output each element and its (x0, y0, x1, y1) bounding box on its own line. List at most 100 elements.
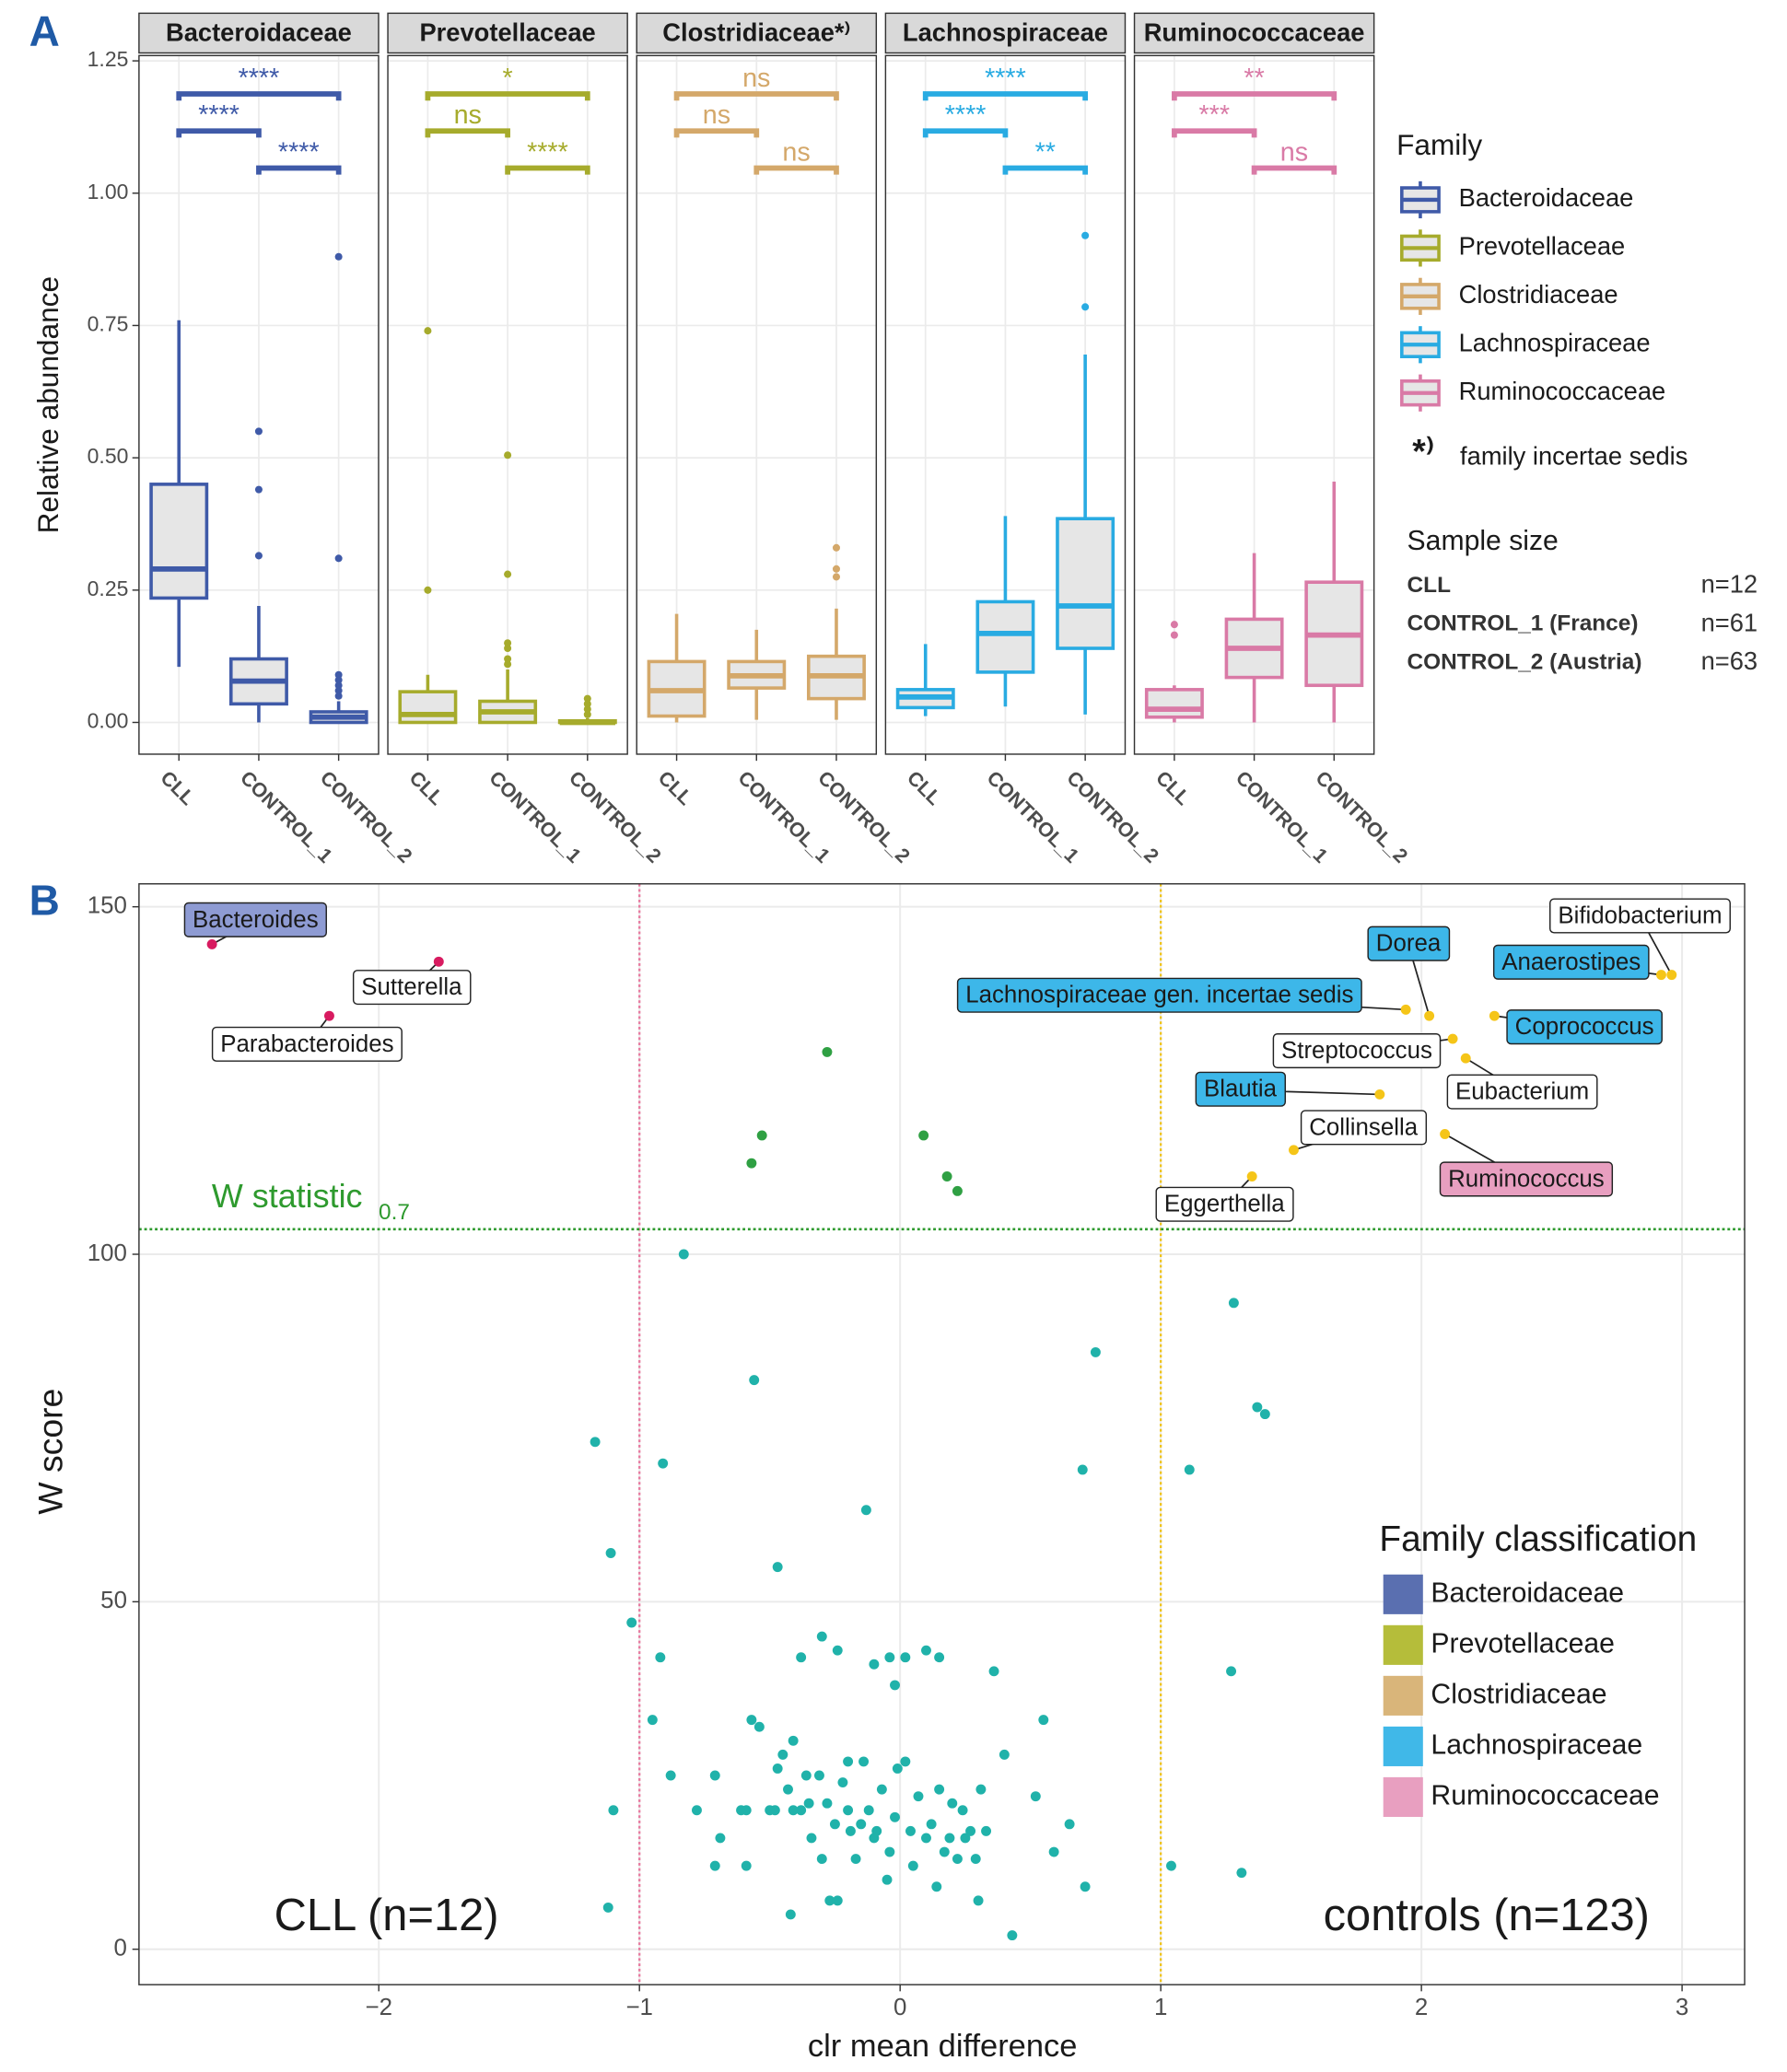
point (1400, 1004, 1411, 1015)
point-label-box (352, 970, 472, 1006)
point (783, 1784, 793, 1795)
outlier (1081, 231, 1090, 239)
point (1048, 1846, 1059, 1857)
point-label-box (1195, 1071, 1286, 1107)
point (860, 1505, 871, 1516)
point-label: Bifidobacterium (1558, 903, 1722, 929)
point (1289, 1145, 1299, 1156)
point (658, 1458, 669, 1469)
point-label: Collinsella (1309, 1114, 1418, 1140)
y-tick-label: 1.00 (88, 180, 129, 204)
x-tick-label: 3 (1676, 1995, 1688, 2020)
point (829, 1819, 840, 1830)
point (832, 1645, 843, 1656)
significance-label: **** (945, 100, 987, 130)
y-tick-label: 0.75 (88, 312, 129, 336)
point (934, 1784, 945, 1795)
significance-bracket (425, 91, 590, 101)
facet-border (1133, 54, 1375, 755)
point (921, 1645, 931, 1656)
point (952, 1185, 963, 1196)
point (921, 1833, 931, 1844)
x-tick-label: 2 (1415, 1995, 1428, 2020)
outlier (504, 655, 512, 663)
note-symbol: *⁾ (1412, 432, 1434, 471)
point-label-box (1272, 1033, 1442, 1069)
legend-label: Ruminococcaceae (1431, 1780, 1659, 1810)
facet-title: Lachnospiraceae (903, 18, 1108, 47)
point-label-box (1446, 1074, 1598, 1110)
y-tick-label: 100 (88, 1240, 127, 1266)
point (1166, 1860, 1176, 1871)
point (843, 1756, 854, 1767)
annotation: CLL (n=12) (274, 1891, 499, 1940)
outlier (583, 700, 591, 708)
outlier (334, 252, 343, 261)
point (1246, 1171, 1257, 1182)
point (890, 1680, 900, 1691)
point (772, 1764, 783, 1774)
outlier (504, 451, 512, 460)
significance-label: * (503, 64, 513, 93)
point-label: Coprococcus (1515, 1014, 1654, 1040)
point-label-box (1155, 1186, 1294, 1222)
legend-label: Lachnospiraceae (1459, 329, 1651, 357)
point (869, 1659, 880, 1670)
outlier (832, 543, 840, 552)
point (715, 1833, 726, 1844)
point (876, 1784, 887, 1795)
point (816, 1854, 827, 1865)
outlier (1081, 303, 1090, 311)
outlier (424, 586, 432, 594)
significance-bracket (673, 128, 760, 138)
sample-group: CONTROL_2 (Austria) (1407, 649, 1642, 674)
sample-n: n=61 (1701, 608, 1758, 636)
point (822, 1046, 833, 1057)
legend-label: Clostridiaceae (1431, 1679, 1606, 1709)
plot-border (138, 883, 1746, 1985)
point (973, 1895, 984, 1906)
outlier (504, 645, 512, 653)
significance-bracket (673, 91, 839, 101)
outlier (334, 686, 343, 695)
point (1440, 1128, 1451, 1139)
point-label: Dorea (1376, 931, 1442, 957)
point-label: Eubacterium (1455, 1079, 1589, 1105)
legend-swatch (1383, 1624, 1423, 1665)
legend-label: Prevotellaceae (1431, 1628, 1615, 1659)
significance-label: **** (527, 137, 568, 167)
point (691, 1805, 702, 1816)
significance-label: ns (454, 100, 482, 130)
point-label: Bacteroides (193, 907, 319, 933)
facet-title: Bacteroidaceae (166, 18, 352, 47)
point (1077, 1464, 1088, 1475)
point (1252, 1402, 1263, 1413)
annotation: controls (n=123) (1324, 1891, 1650, 1940)
facet-title: Ruminococcaceae (1144, 18, 1365, 47)
significance-label: **** (985, 64, 1026, 93)
significance-label: **** (278, 137, 320, 167)
point-label-box (183, 902, 327, 937)
outlier (334, 692, 343, 700)
point (1656, 970, 1666, 981)
box (1144, 688, 1204, 719)
threshold-label: W statistic (212, 1177, 363, 1215)
point (1090, 1346, 1101, 1357)
point (882, 1874, 893, 1885)
point (863, 1805, 874, 1816)
point (970, 1854, 981, 1865)
point-label-box (956, 977, 1362, 1013)
point (800, 1770, 812, 1781)
point (803, 1798, 814, 1809)
sample-n: n=63 (1701, 646, 1758, 675)
outlier (504, 570, 512, 578)
outlier (1170, 631, 1178, 639)
outlier (832, 573, 840, 581)
significance-bracket (1172, 128, 1257, 138)
legend-swatch (1383, 1574, 1423, 1614)
point (647, 1715, 658, 1726)
facet-strip (138, 12, 380, 54)
outlier (334, 681, 343, 690)
y-axis-title: Relative abundance (31, 276, 64, 533)
significance-bracket (1172, 91, 1337, 101)
